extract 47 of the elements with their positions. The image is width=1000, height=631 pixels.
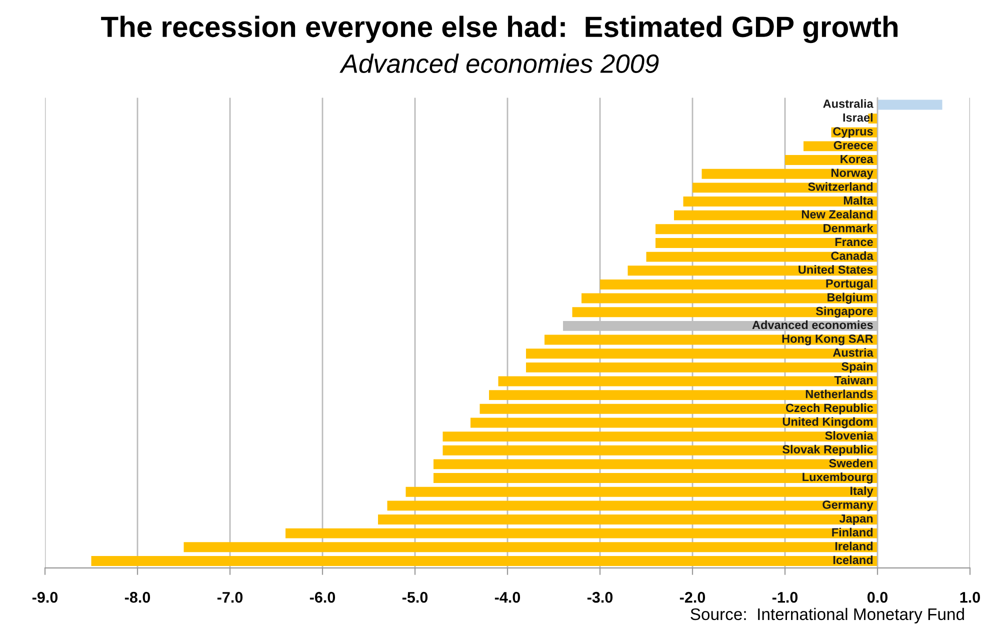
- x-tick-label: -2.0: [680, 592, 706, 603]
- x-tick-label: -8.0: [124, 592, 150, 603]
- source-note: Source: International Monetary Fund: [690, 608, 964, 624]
- x-tick-label: -7.0: [217, 592, 243, 603]
- y-tick-label: Slovenia: [825, 431, 874, 440]
- y-tick-label: Canada: [831, 251, 874, 260]
- y-tick-label: Greece: [834, 141, 873, 150]
- x-tick-label: 1.0: [960, 592, 980, 603]
- y-tick-label: Cyprus: [833, 127, 873, 138]
- y-tick-label: Switzerland: [808, 182, 873, 191]
- x-tick-label: 0.0: [867, 592, 888, 603]
- y-tick-label: United Kingdom: [782, 417, 873, 428]
- y-tick-label: Germany: [822, 500, 874, 512]
- y-tick-label: Finland: [832, 528, 873, 537]
- y-tick-label: France: [835, 238, 873, 246]
- y-tick-label: Italy: [850, 486, 874, 498]
- y-tick-label: Belgium: [828, 292, 873, 304]
- y-tick-label: United States: [798, 265, 873, 274]
- x-tick-label: -1.0: [772, 592, 798, 603]
- x-tick-label: -9.0: [32, 592, 58, 603]
- chart-subtitle: Advanced economies 2009: [340, 54, 659, 74]
- y-tick-label: Netherlands: [806, 390, 873, 398]
- y-tick-label: Czech Republic: [786, 403, 873, 414]
- y-tick-label: New Zealand: [802, 210, 873, 218]
- y-tick-label: Ireland: [835, 542, 873, 550]
- x-tick-label: -5.0: [402, 592, 428, 603]
- y-tick-label: Advanced economies: [752, 320, 873, 330]
- y-tick-label: Australia: [823, 99, 874, 108]
- chart-title: The recession everyone else had: Estimated GDP growth: [101, 16, 898, 44]
- y-tick-label: Spain: [842, 362, 873, 373]
- y-tick-label: Norway: [831, 168, 874, 180]
- x-tick-label: -6.0: [310, 592, 336, 603]
- x-tick-label: -3.0: [587, 592, 613, 603]
- y-tick-label: Denmark: [824, 224, 874, 232]
- y-tick-label: Japan: [839, 514, 873, 526]
- y-tick-label: Portugal: [826, 278, 872, 290]
- y-tick-label: Luxembourg: [802, 472, 873, 484]
- y-tick-label: Hong Kong SAR: [782, 334, 874, 346]
- y-tick-label: Malta: [844, 196, 874, 205]
- y-tick-label: Taiwan: [834, 376, 873, 384]
- y-tick-label: Singapore: [816, 306, 873, 318]
- y-tick-label: Slovak Republic: [782, 444, 873, 456]
- x-tick-label: -4.0: [494, 592, 520, 603]
- y-tick-label: Sweden: [829, 458, 873, 468]
- y-tick-label: Iceland: [833, 555, 873, 564]
- y-tick-label: Korea: [840, 154, 874, 164]
- y-tick-label: Austria: [832, 348, 874, 357]
